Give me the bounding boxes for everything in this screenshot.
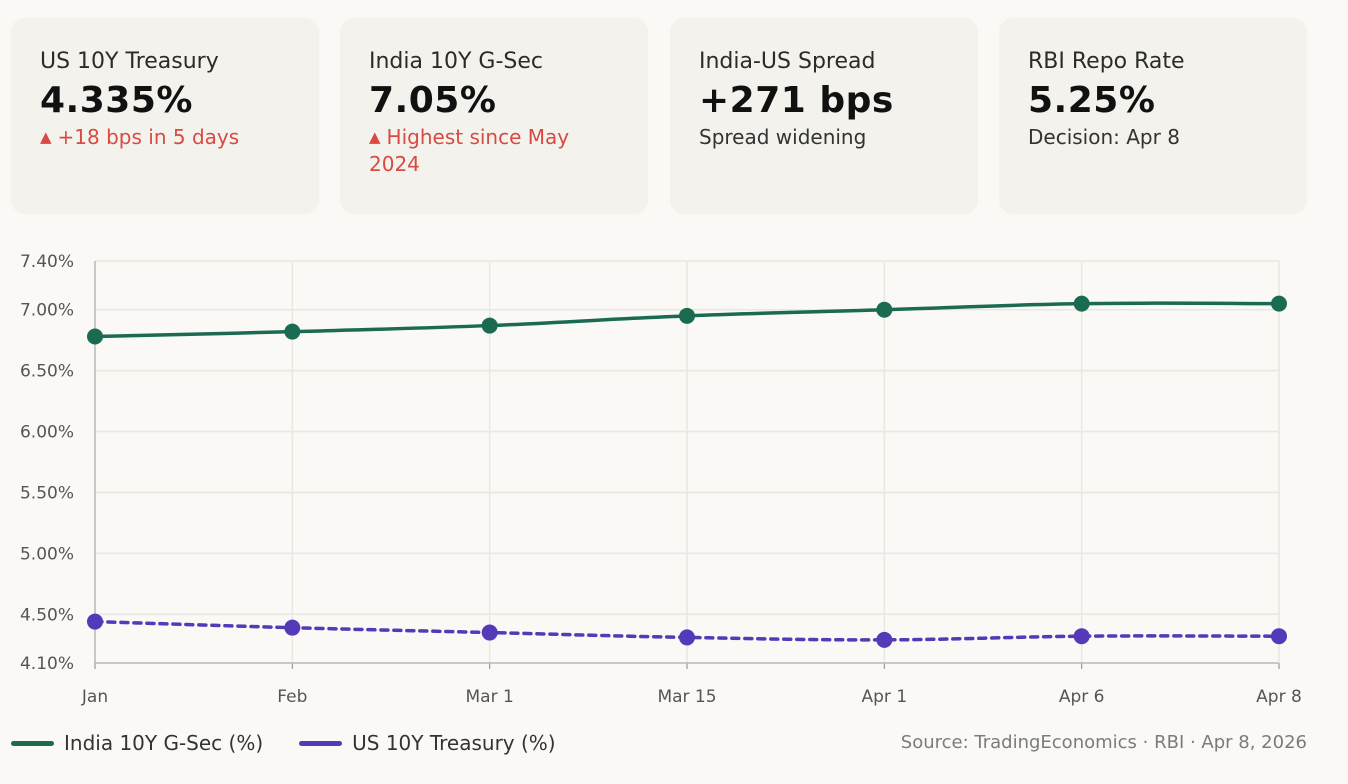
x-tick-label: Mar 1: [466, 687, 514, 707]
card-sub-text: +18 bps in 5 days: [57, 125, 240, 149]
x-tick-label: Apr 6: [1059, 687, 1105, 707]
source-note: Source: TradingEconomics · RBI · Apr 8, …: [900, 732, 1307, 753]
data-point-us: US 10Y Treasury (%) Mar 15: 4.31: [679, 629, 695, 646]
data-point-india: India 10Y G-Sec (%) Apr 8: 7.05: [1271, 295, 1287, 312]
data-point-us: US 10Y Treasury (%) Jan: 4.44: [87, 613, 103, 630]
up-triangle-icon: ▲: [369, 128, 381, 146]
y-tick-label: 4.50%: [20, 605, 74, 625]
y-tick-label: 6.00%: [20, 423, 74, 443]
card-india-10y: India 10Y G-Sec 7.05% ▲ Highest since May…: [340, 18, 648, 214]
data-point-us: US 10Y Treasury (%) Mar 1: 4.35: [481, 624, 498, 641]
yield-line-chart: 4.10% 4.50% 5.00% 5.50% 6.00% 6.50% 7.00% 7.40%…: [20, 252, 1302, 707]
legend-swatch-us: [299, 740, 343, 746]
y-tick-label: 6.50%: [20, 362, 74, 382]
card-us-10y: US 10Y Treasury 4.335% ▲ +18 bps in 5 day…: [11, 18, 319, 214]
card-value: 4.335%: [40, 80, 193, 121]
legend-swatch-india: [11, 740, 54, 746]
data-point-us: US 10Y Treasury (%) Apr 8: 4.32: [1271, 628, 1287, 645]
data-point-india: India 10Y G-Sec (%) Feb: 6.82: [284, 323, 301, 340]
data-point-india: India 10Y G-Sec (%) Apr 6: 7.05: [1073, 295, 1090, 312]
y-tick-label: 5.50%: [20, 483, 74, 503]
data-point-india: India 10Y G-Sec (%) Mar 15: 6.95: [679, 307, 695, 324]
data-point-us: US 10Y Treasury (%) Feb: 4.39: [284, 619, 301, 636]
card-label: US 10Y Treasury: [40, 49, 219, 74]
y-tick-label: 4.10%: [20, 654, 74, 674]
data-point-india: India 10Y G-Sec (%) Jan: 6.78: [87, 328, 103, 345]
y-tick-label: 7.00%: [20, 301, 74, 321]
card-sub: Decision: Apr 8: [1028, 125, 1180, 149]
card-spread: India-US Spread +271 bps Spread widening: [670, 18, 978, 214]
card-sub: ▲ Highest since May 2024: [369, 124, 620, 178]
y-tick-label: 7.40%: [20, 252, 74, 272]
chart-legend: India 10Y G-Sec (%) US 10Y Treasury (%): [11, 728, 592, 758]
card-repo-rate: RBI Repo Rate 5.25% Decision: Apr 8: [999, 18, 1307, 214]
y-tick-label: 5.00%: [20, 544, 74, 564]
card-sub: Spread widening: [699, 125, 867, 149]
up-triangle-icon: ▲: [40, 128, 52, 146]
x-tick-label: Apr 1: [862, 687, 908, 707]
legend-label-us: US 10Y Treasury (%): [352, 731, 556, 755]
legend-item-us[interactable]: US 10Y Treasury (%): [299, 731, 556, 755]
x-tick-label: Apr 8: [1256, 687, 1302, 707]
card-label: India 10Y G-Sec: [369, 49, 543, 74]
card-sub: ▲ +18 bps in 5 days: [40, 124, 291, 151]
x-tick-label: Jan: [81, 687, 108, 707]
card-label: India-US Spread: [699, 49, 876, 74]
card-value: +271 bps: [699, 80, 894, 121]
card-value: 5.25%: [1028, 80, 1156, 121]
data-point-india: India 10Y G-Sec (%) Apr 1: 7: [876, 301, 893, 318]
card-sub-text: Highest since May 2024: [369, 125, 570, 176]
x-tick-label: Mar 15: [657, 687, 716, 707]
card-value: 7.05%: [369, 80, 497, 121]
x-tick-label: Feb: [277, 687, 307, 707]
legend-label-india: India 10Y G-Sec (%): [64, 731, 264, 755]
legend-item-india[interactable]: India 10Y G-Sec (%): [11, 731, 263, 755]
data-point-us: US 10Y Treasury (%) Apr 6: 4.32: [1073, 628, 1090, 645]
summary-cards: US 10Y Treasury 4.335% ▲ +18 bps in 5 day…: [11, 18, 1307, 214]
card-label: RBI Repo Rate: [1028, 49, 1185, 74]
data-point-india: India 10Y G-Sec (%) Mar 1: 6.87: [481, 317, 498, 334]
data-point-us: US 10Y Treasury (%) Apr 1: 4.29: [876, 631, 893, 648]
